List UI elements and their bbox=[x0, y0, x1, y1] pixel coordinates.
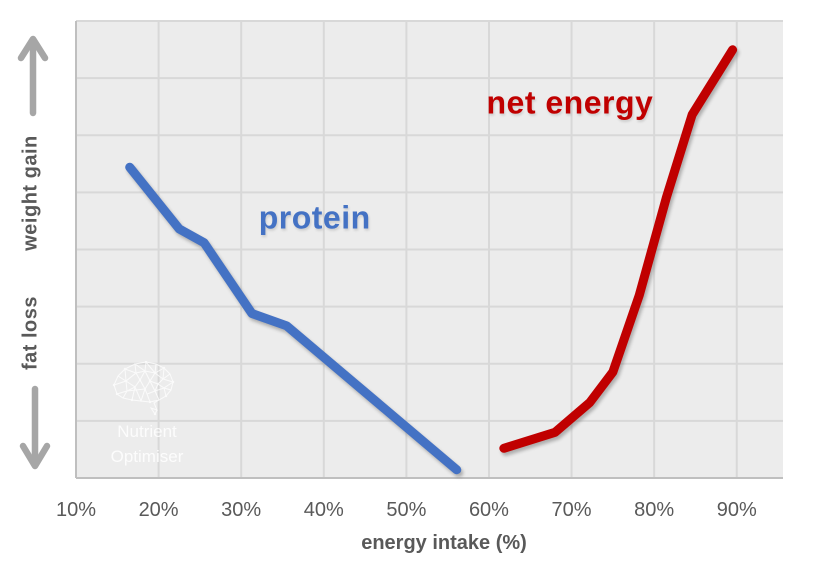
brain-logo-icon bbox=[112, 361, 175, 416]
x-tick-label: 50% bbox=[386, 499, 427, 521]
series-label-protein: protein bbox=[258, 199, 371, 236]
x-tick-label: 60% bbox=[468, 499, 509, 521]
x-tick-label: 10% bbox=[55, 499, 97, 521]
y-axis-label-fat-loss: fat loss bbox=[19, 295, 42, 371]
series-line-net-energy bbox=[499, 45, 738, 453]
x-tick-label: 70% bbox=[551, 499, 592, 521]
x-tick-label: 30% bbox=[221, 499, 262, 521]
axis-lines bbox=[75, 21, 783, 479]
x-tick-label: 80% bbox=[634, 499, 675, 521]
x-tick-label: 40% bbox=[303, 499, 344, 521]
series-line-protein bbox=[125, 162, 462, 475]
watermark-text-line1: Nutrient bbox=[117, 422, 177, 441]
series-label-net-energy: net energy bbox=[486, 84, 654, 121]
fat-loss-arrow-icon bbox=[19, 385, 51, 470]
x-tick-label: 20% bbox=[138, 499, 179, 521]
x-tick-label: 90% bbox=[716, 499, 757, 521]
watermark-text-line2: Optimiser bbox=[110, 447, 184, 466]
data-series bbox=[125, 45, 738, 475]
y-axis-label-weight-gain: weight gain bbox=[19, 135, 42, 251]
gridlines bbox=[75, 20, 783, 478]
x-axis-title: energy intake (%) bbox=[361, 532, 527, 554]
weight-gain-arrow-icon bbox=[17, 35, 49, 117]
